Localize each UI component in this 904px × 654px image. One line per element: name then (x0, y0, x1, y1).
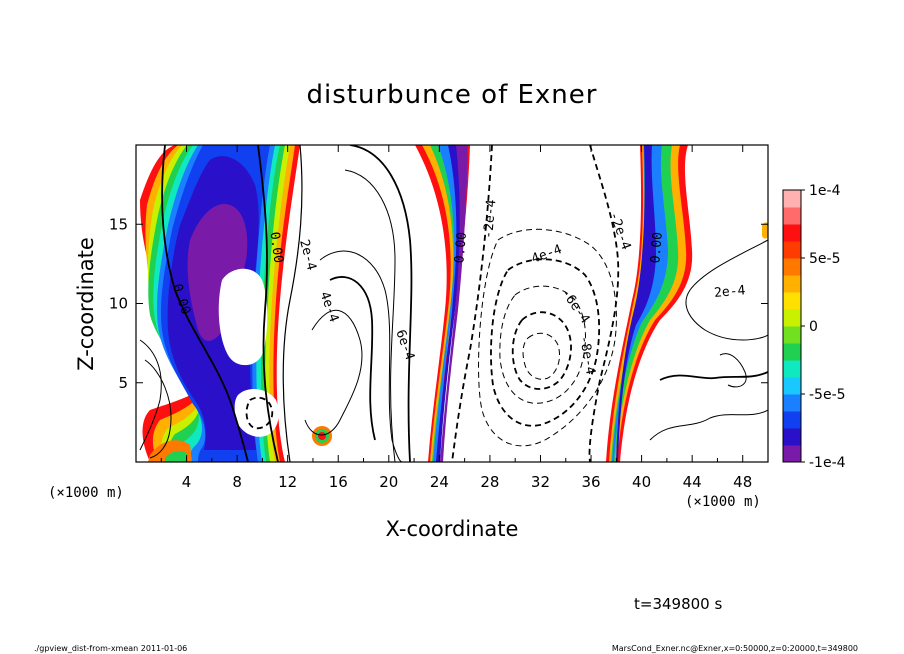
colorbar-swatch (783, 377, 801, 395)
shade-region-middle (415, 145, 470, 462)
colorbar-swatch (783, 258, 801, 276)
x-tick-label: 28 (480, 473, 499, 491)
x-tick-label: 24 (430, 473, 449, 491)
x-tick-label: 40 (632, 473, 651, 491)
colorbar-swatch (783, 445, 801, 463)
colorbar (782, 189, 802, 463)
colorbar-swatch (783, 207, 801, 225)
colorbar-labels: 1e-4 5e-5 0 -5e-5 -1e-4 (801, 183, 846, 471)
x-axis: 4 8 12 16 20 24 28 32 36 40 44 48 (160, 145, 752, 491)
x-tick-label: 12 (278, 473, 297, 491)
colorbar-swatch (783, 275, 801, 293)
contours-negative (245, 145, 620, 462)
colorbar-swatch (783, 292, 801, 310)
contour-label: 0.00 (266, 231, 285, 264)
colorbar-swatch (783, 326, 801, 344)
colorbar-label: 0 (809, 319, 818, 335)
x-unit-right: (×1000 m) (685, 494, 761, 510)
y-tick-label: 5 (118, 374, 128, 392)
colorbar-swatch (783, 224, 801, 242)
contour-label: 2e-4 (714, 283, 747, 301)
contour-label: 0.00 (648, 231, 666, 264)
x-tick-label: 44 (683, 473, 702, 491)
footer-left-note: ./gpview_dist-from-xmean 2011-01-06 (34, 644, 187, 653)
colorbar-swatch (783, 309, 801, 327)
x-tick-label: 8 (232, 473, 242, 491)
shade-region-right (606, 145, 768, 462)
x-tick-label: 4 (182, 473, 192, 491)
x-tick-label: 16 (329, 473, 348, 491)
colorbar-label: 5e-5 (809, 251, 840, 267)
x-tick-label: 36 (581, 473, 600, 491)
colorbar-swatch (783, 394, 801, 412)
contour-label: -2e-4 (481, 199, 499, 239)
footer-right-note: MarsCond_Exner.nc@Exner,x=0:50000,z=0:20… (612, 644, 858, 653)
colorbar-swatch (783, 343, 801, 361)
x-tick-label: 20 (379, 473, 398, 491)
colorbar-swatch (783, 190, 801, 208)
x-unit-left: (×1000 m) (48, 485, 124, 501)
y-tick-label: 15 (109, 215, 128, 233)
colorbar-label: -5e-5 (809, 387, 846, 403)
colorbar-swatch (783, 428, 801, 446)
colorbar-swatch (783, 360, 801, 378)
x-tick-label: 32 (531, 473, 550, 491)
chart-title: disturbunce of Exner (307, 80, 598, 110)
x-tick-label: 48 (733, 473, 752, 491)
shade-region-left (140, 145, 332, 462)
contour-label: 0.00 (452, 231, 470, 264)
colorbar-label: -1e-4 (809, 455, 846, 471)
y-tick-label: 10 (109, 295, 128, 313)
colorbar-swatch (783, 411, 801, 429)
x-axis-label: X-coordinate (386, 517, 519, 541)
time-stamp: t=349800 s (634, 595, 722, 613)
contour-label: -8e-4 (576, 335, 598, 376)
plot-area (136, 145, 768, 462)
colorbar-swatch (783, 241, 801, 259)
y-axis-label: Z-coordinate (74, 237, 98, 371)
colorbar-label: 1e-4 (809, 183, 841, 199)
y-axis: 5 10 15 (109, 215, 768, 392)
